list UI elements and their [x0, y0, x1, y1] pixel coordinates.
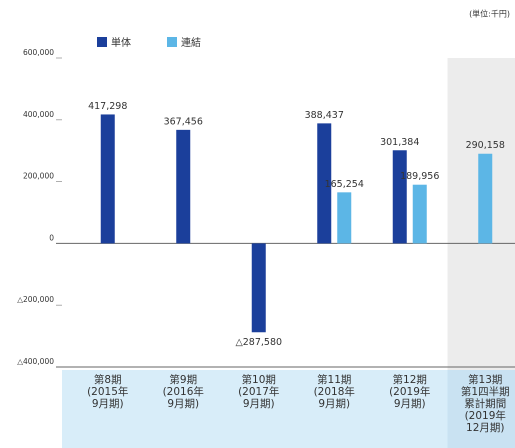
value-label: 388,437: [305, 110, 344, 121]
background: [62, 58, 515, 448]
y-tick-label: △400,000: [17, 357, 54, 366]
x-tick-label: 第9期 (2016年 9月期): [162, 374, 204, 410]
bar: [392, 150, 407, 244]
x-tick-label: 第8期 (2015年 9月期): [87, 374, 129, 410]
bar: [412, 184, 427, 244]
unit-label: (単位:千円): [469, 9, 510, 19]
value-label: 417,298: [88, 101, 127, 112]
bar: [251, 243, 266, 333]
highlight-column-base: [447, 370, 515, 448]
value-label: 290,158: [466, 140, 505, 151]
legend-label: 単体: [111, 36, 131, 49]
bar: [317, 123, 332, 244]
x-tick-label: 第10期 (2017年 9月期): [238, 374, 280, 410]
value-label: 367,456: [164, 116, 203, 127]
y-tick-label: 400,000: [23, 110, 54, 119]
bar: [176, 129, 191, 244]
category-band: [62, 370, 515, 448]
value-label: △287,580: [235, 337, 282, 348]
y-tick-label: △200,000: [17, 295, 54, 304]
legend-swatch: [97, 37, 107, 47]
legend-swatch: [167, 37, 177, 47]
y-tick-label: 0: [49, 233, 54, 242]
legend-label: 連結: [181, 36, 201, 49]
bar: [337, 192, 352, 244]
value-label: 189,956: [400, 171, 439, 182]
x-tick-label: 第11期 (2018年 9月期): [313, 374, 355, 410]
y-tick-label: 600,000: [23, 48, 54, 57]
y-tick-label: 200,000: [23, 172, 54, 181]
bar: [478, 153, 493, 244]
value-label: 165,254: [325, 179, 364, 190]
x-tick-label: 第12期 (2019年 9月期): [389, 374, 431, 410]
x-tick-label: 第13期 第1四半期 累計期間 (2019年 12月期): [460, 374, 510, 434]
value-label: 301,384: [380, 137, 419, 148]
bar: [100, 114, 115, 244]
